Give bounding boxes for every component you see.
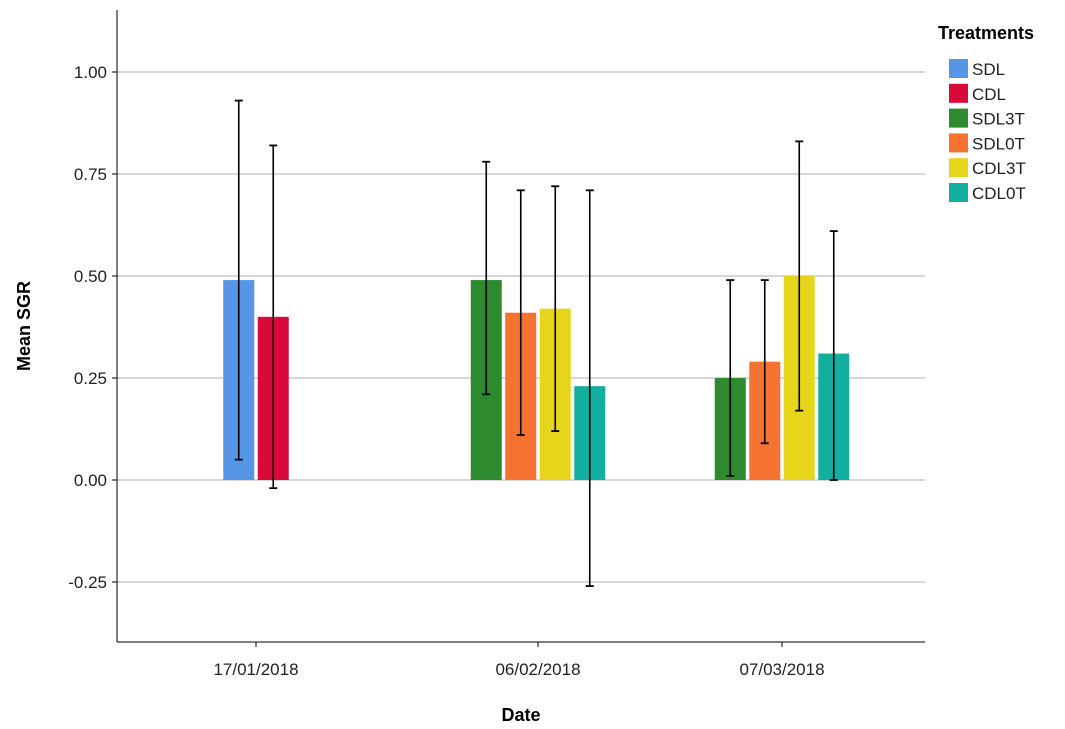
y-tick-labels: 1.00 0.75 0.50 0.25 0.00 -0.25	[68, 63, 117, 592]
y-tick-label: 0.75	[74, 165, 107, 184]
legend-title: Treatments	[938, 23, 1034, 43]
x-tick-label: 17/01/2018	[213, 660, 298, 679]
axes	[116, 10, 925, 643]
error-bar-sdl3t-2	[726, 279, 735, 477]
x-axis-title: Date	[501, 705, 540, 725]
legend-item-sdl: SDL	[949, 59, 1005, 79]
x-tick-label: 06/02/2018	[495, 660, 580, 679]
legend-label: CDL3T	[972, 159, 1026, 178]
legend-swatch	[949, 133, 968, 153]
error-bars	[234, 99, 838, 587]
error-bar-cdl3t-1	[551, 185, 560, 432]
y-axis-title: Mean SGR	[14, 281, 34, 371]
legend-swatch	[949, 59, 968, 78]
legend-label: SDL0T	[972, 134, 1025, 153]
legend-item-sdl0t: SDL0T	[949, 133, 1025, 153]
legend-swatch	[949, 108, 968, 128]
legend-swatch	[949, 183, 968, 202]
error-bar-cdl0t-2	[829, 230, 838, 481]
legend-swatch	[949, 83, 968, 103]
error-bar-sdl0t-1	[516, 189, 525, 437]
legend-label: CDL	[972, 85, 1006, 104]
legend-swatch	[949, 158, 968, 178]
x-tick-label: 07/03/2018	[739, 660, 824, 679]
legend-item-cdl: CDL	[949, 83, 1006, 104]
legend-item-cdl3t: CDL3T	[949, 158, 1026, 178]
legend: Treatments SDL CDL SDL3T SDL0T CDL3T CDL0T	[938, 23, 1034, 203]
y-tick-label: 0.00	[74, 471, 107, 490]
y-tick-label: -0.25	[68, 573, 107, 592]
legend-item-sdl3t: SDL3T	[949, 108, 1025, 129]
legend-label: CDL0T	[972, 184, 1026, 203]
error-bar-cdl-0	[269, 144, 278, 490]
error-bar-sdl0t-2	[760, 279, 769, 445]
error-bar-cdl3t-2	[795, 140, 804, 412]
legend-label: SDL3T	[972, 110, 1025, 129]
legend-item-cdl0t: CDL0T	[949, 183, 1026, 203]
y-tick-label: 0.50	[74, 267, 107, 286]
x-tick-labels: 17/01/2018 06/02/2018 07/03/2018	[213, 642, 825, 679]
y-tick-label: 1.00	[74, 63, 107, 82]
error-bar-cdl0t-1	[585, 189, 594, 587]
error-bar-sdl-0	[234, 99, 243, 461]
y-tick-label: 0.25	[74, 369, 107, 388]
legend-label: SDL	[972, 60, 1005, 79]
error-bar-sdl3t-1	[482, 160, 491, 396]
